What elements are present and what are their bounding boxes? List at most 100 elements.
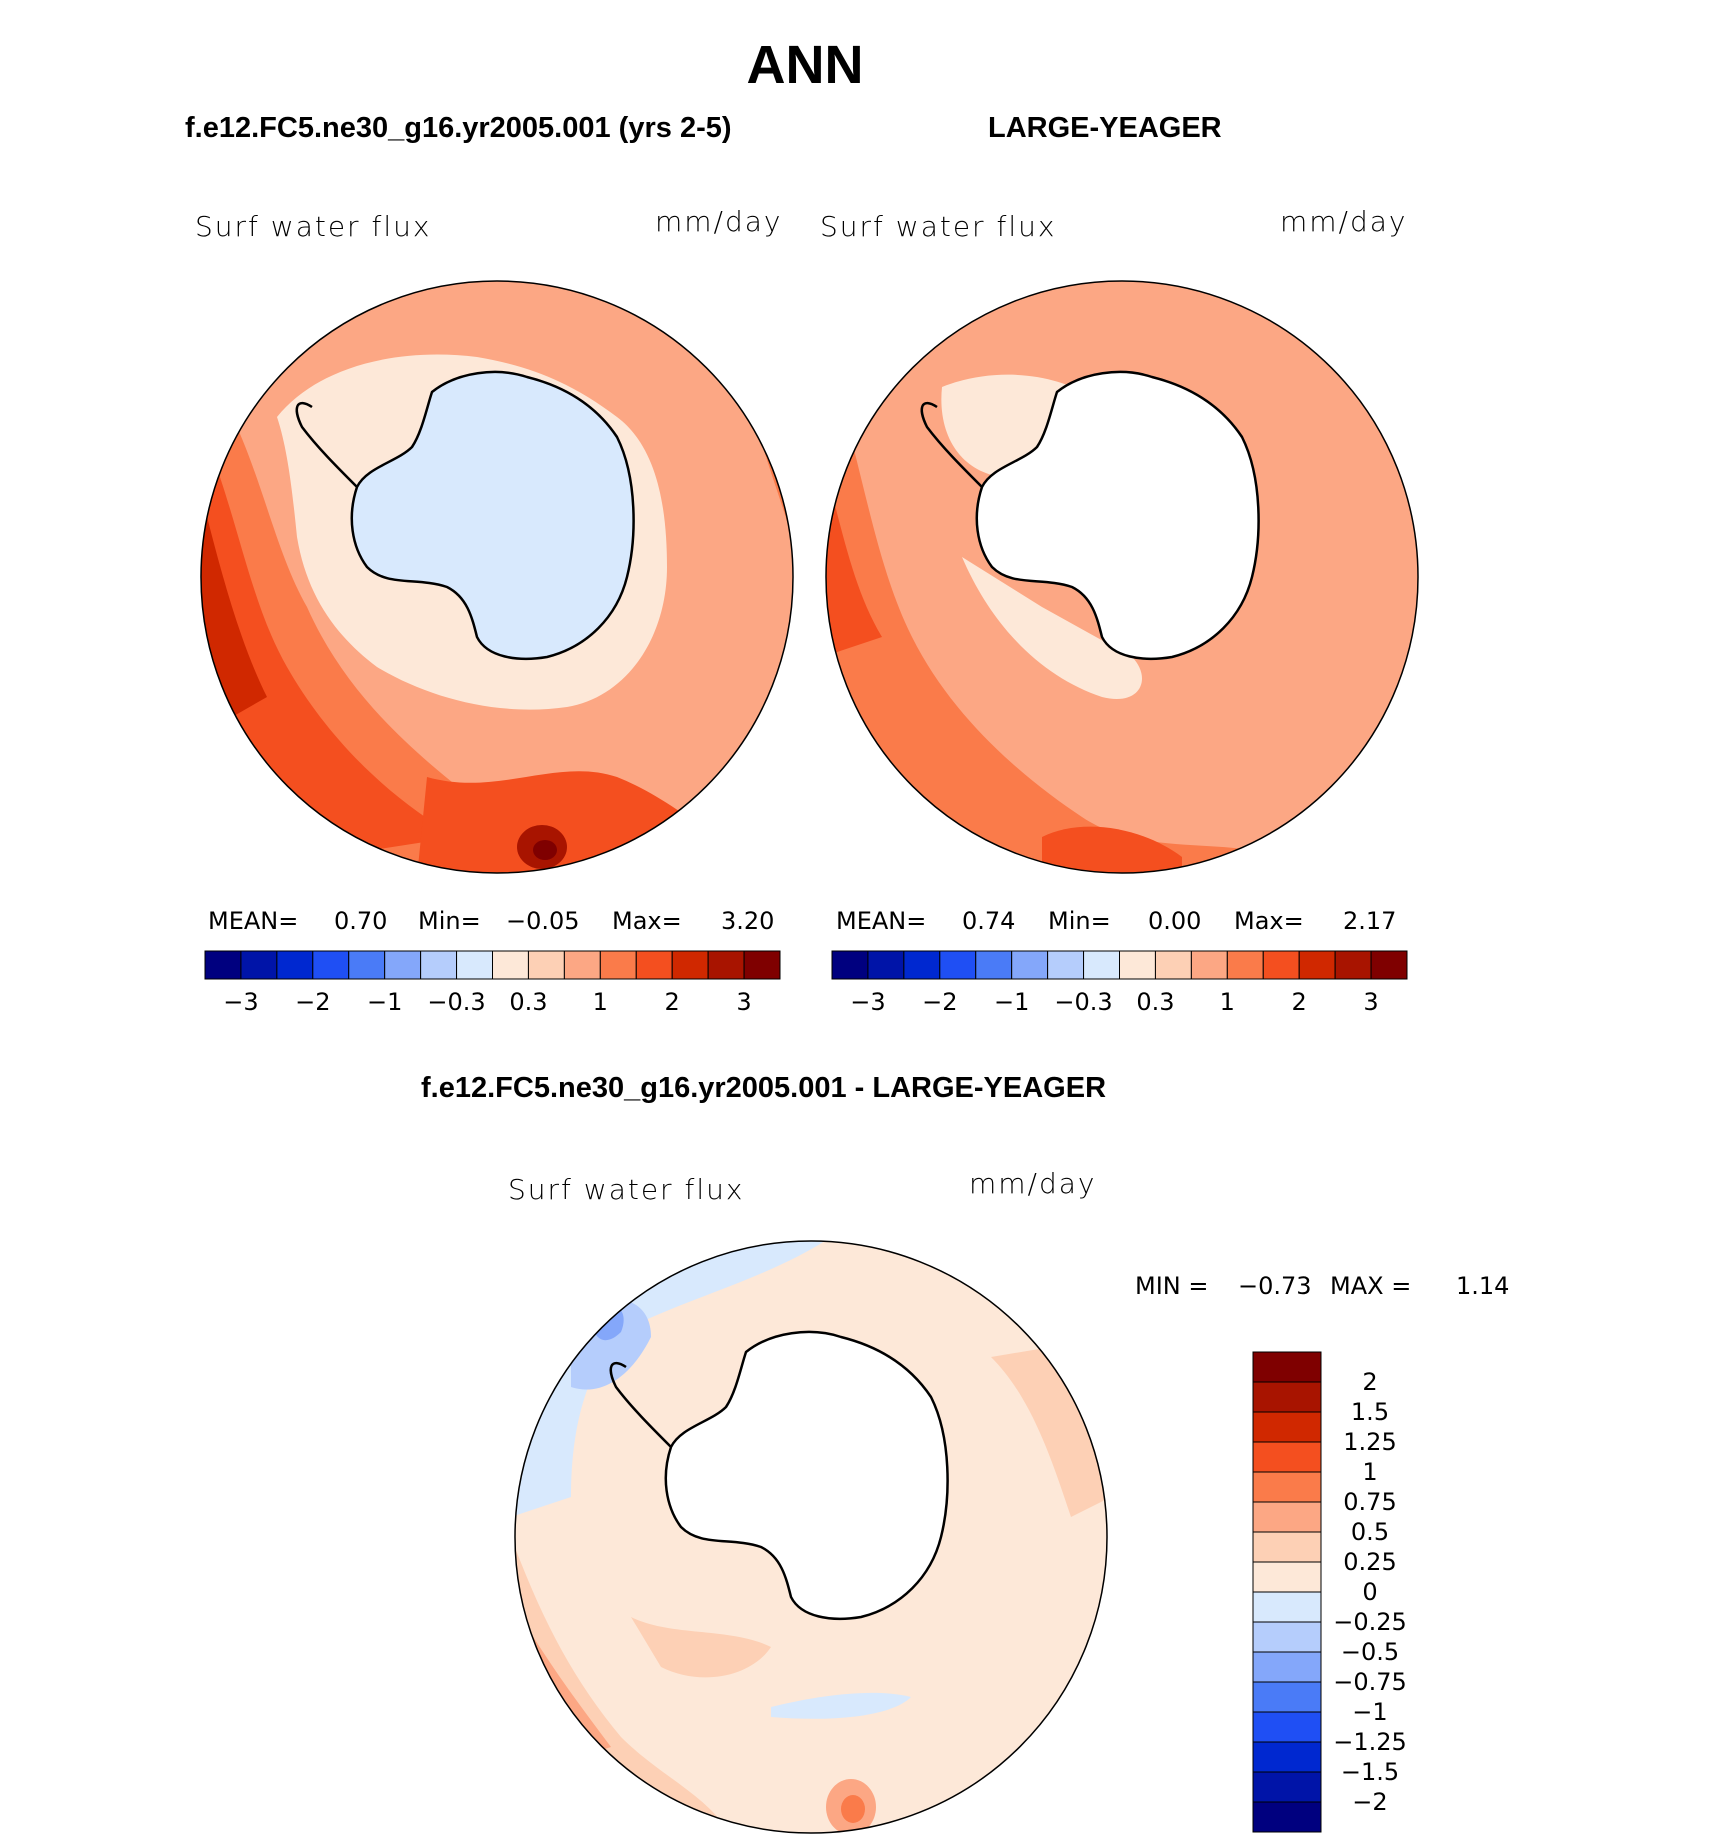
diff-colorbar-swatch [1252,1711,1322,1743]
left-colorbar-tick-label: 2 [664,988,680,1016]
left-colorbar-swatch [492,950,529,980]
diff-colorbar-swatch [1252,1741,1322,1773]
right-colorbar-swatch [867,950,905,980]
diff-colorbar-swatch [1252,1441,1322,1473]
right-colorbar-swatch [1011,950,1049,980]
right-colorbar-swatch [903,950,941,980]
right-colorbar-labels: −3 −2 −1 −0.3 0.3 1 2 3 [832,988,1407,1018]
left-polar-map [200,280,794,874]
left-colorbar [204,950,781,980]
left-max-value: 3.20 [721,907,775,935]
left-mean-label: MEAN= [208,907,299,935]
diff-colorbar-swatch [1252,1501,1322,1533]
left-colorbar-swatch [276,950,314,980]
right-max-label: Max= [1234,907,1304,935]
diff-colorbar-tick-label: 0.25 [1343,1548,1397,1576]
left-colorbar-swatch [240,950,278,980]
diff-colorbar-tick-label: −1.5 [1340,1758,1400,1786]
right-colorbar-tick-label: 2 [1291,988,1307,1016]
left-colorbar-swatch [599,950,637,980]
right-colorbar-tick-label: −2 [922,988,958,1016]
diff-colorbar-tick-label: 2 [1362,1368,1378,1396]
left-colorbar-tick-label: 3 [736,988,752,1016]
right-min-value: 0.00 [1148,907,1202,935]
left-max-label: Max= [612,907,682,935]
diff-colorbar-swatch [1252,1531,1322,1563]
right-panel-title: LARGE-YEAGER [988,112,1222,144]
right-colorbar [831,950,1408,980]
right-colorbar-tick-label: −3 [850,988,886,1016]
diff-colorbar-tick-label: −0.75 [1333,1668,1407,1696]
diff-colorbar-swatch [1252,1801,1322,1833]
diff-colorbar-tick-label: −1 [1352,1698,1388,1726]
diff-variable-label: Surf water flux [508,1173,745,1206]
right-colorbar-tick-label: 0.3 [1136,988,1175,1016]
left-colorbar-swatch [707,950,745,980]
right-colorbar-tick-label: −1 [993,988,1030,1016]
diff-colorbar-tick-label: 1.25 [1343,1428,1397,1456]
diff-colorbar-swatch [1252,1621,1322,1653]
right-colorbar-swatch [1047,950,1085,980]
left-colorbar-labels: −3 −2 −1 −0.3 0.3 1 2 3 [205,988,780,1018]
left-mean-value: 0.70 [334,907,388,935]
right-colorbar-swatch [1119,950,1156,980]
left-colorbar-swatch [527,950,565,980]
left-colorbar-swatch [743,950,781,980]
right-max-value: 2.17 [1343,907,1397,935]
left-colorbar-swatch [384,950,422,980]
left-units-label: mm/day [655,205,783,238]
diff-max-label: MAX = [1330,1272,1412,1300]
diff-colorbar-tick-label: −0.25 [1333,1608,1407,1636]
right-units-label: mm/day [1280,205,1408,238]
figure-title: ANN [746,35,864,95]
diff-colorbar-swatch [1252,1591,1322,1623]
right-mean-value: 0.74 [962,907,1016,935]
diff-units-label: mm/day [969,1167,1097,1200]
left-panel-title: f.e12.FC5.ne30_g16.yr2005.001 (yrs 2-5) [185,112,732,144]
right-colorbar-swatch [1154,950,1192,980]
left-min-value: −0.05 [506,907,580,935]
diff-colorbar-tick-label: −2 [1352,1788,1388,1816]
diff-colorbar-swatch [1252,1561,1322,1593]
diff-min-value: −0.73 [1238,1272,1312,1300]
diff-min-label: MIN = [1135,1272,1209,1300]
diff-colorbar-tick-label: 1.5 [1350,1398,1390,1426]
diff-polar-map [514,1240,1108,1834]
diff-colorbar-swatch [1252,1651,1322,1683]
right-colorbar-swatch [1370,950,1408,980]
left-colorbar-swatch [312,950,350,980]
left-colorbar-tick-label: −1 [366,988,403,1016]
right-colorbar-swatch [939,950,977,980]
left-colorbar-tick-label: −2 [295,988,331,1016]
right-colorbar-tick-label: −0.3 [1054,988,1113,1016]
left-colorbar-swatch [420,950,458,980]
diff-colorbar-tick-label: 0.5 [1350,1518,1390,1546]
diff-colorbar [1252,1351,1322,1833]
right-min-label: Min= [1048,907,1111,935]
right-variable-label: Surf water flux [820,210,1057,243]
diff-colorbar-swatch [1252,1681,1322,1713]
diff-colorbar-tick-label: −1.25 [1333,1728,1407,1756]
diff-colorbar-swatch [1252,1381,1322,1413]
right-colorbar-tick-label: 3 [1363,988,1379,1016]
left-variable-label: Surf water flux [195,210,432,243]
left-colorbar-swatch [563,950,601,980]
right-colorbar-swatch [1298,950,1336,980]
left-colorbar-swatch [204,950,242,980]
diff-max-value: 1.14 [1456,1272,1510,1300]
left-min-label: Min= [418,907,481,935]
left-colorbar-tick-label: 0.3 [509,988,548,1016]
left-colorbar-swatch [348,950,386,980]
left-colorbar-swatch [635,950,673,980]
right-polar-map [825,280,1419,874]
right-mean-label: MEAN= [836,907,927,935]
diff-colorbar-tick-label: 0.75 [1343,1488,1397,1516]
diff-colorbar-tick-label: 1 [1362,1458,1378,1486]
diff-panel-title: f.e12.FC5.ne30_g16.yr2005.001 - LARGE-YE… [421,1072,1107,1104]
right-colorbar-swatch [1190,950,1228,980]
diff-colorbar-swatch [1252,1351,1322,1383]
left-colorbar-swatch [456,950,493,980]
left-colorbar-tick-label: −3 [223,988,259,1016]
diff-colorbar-swatch [1252,1471,1322,1503]
left-colorbar-tick-label: 1 [592,988,608,1016]
